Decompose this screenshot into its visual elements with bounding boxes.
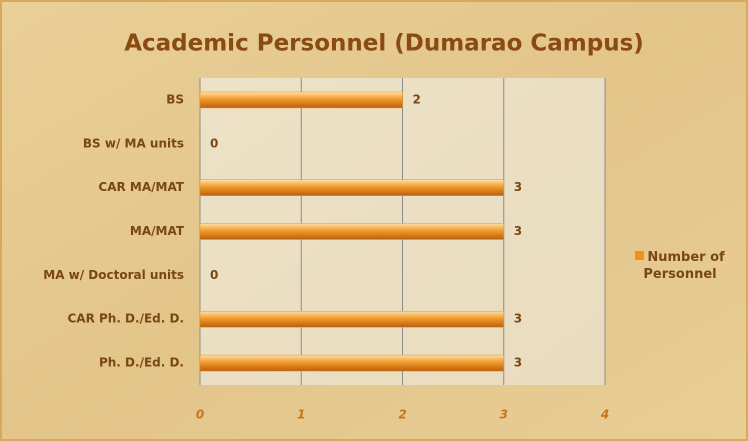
y-tick-label: MA w/ Doctoral units [43,268,184,282]
data-label: 0 [210,136,218,150]
data-label: 3 [514,312,522,326]
data-label: 0 [210,268,218,282]
y-tick-label: CAR Ph. D./Ed. D. [67,312,184,326]
y-tick-label: Ph. D./Ed. D. [99,356,184,370]
bar [199,354,504,372]
bar [199,179,504,196]
x-tick-label: 3 [500,408,508,422]
bar [199,223,504,240]
data-label: 2 [413,92,421,106]
data-label: 3 [514,180,522,194]
legend-label: Number of Personnel [643,250,725,282]
legend-swatch [635,251,645,260]
x-tick-label: 1 [297,408,305,422]
y-tick-label: CAR MA/MAT [98,180,184,194]
bar [199,310,504,328]
x-tick-label: 4 [600,408,609,422]
data-label: 3 [514,224,522,238]
bar [199,91,403,109]
y-tick-label: MA/MAT [130,224,185,238]
data-label: 3 [514,356,522,370]
y-tick-label: BS w/ MA units [83,136,184,150]
legend: Number of Personnel [630,249,730,283]
x-tick-label: 2 [398,408,406,422]
y-tick-label: BS [166,92,184,106]
x-tick-label: 0 [196,408,204,422]
chart-title: Academic Personnel (Dumarao Campus) [124,31,644,57]
